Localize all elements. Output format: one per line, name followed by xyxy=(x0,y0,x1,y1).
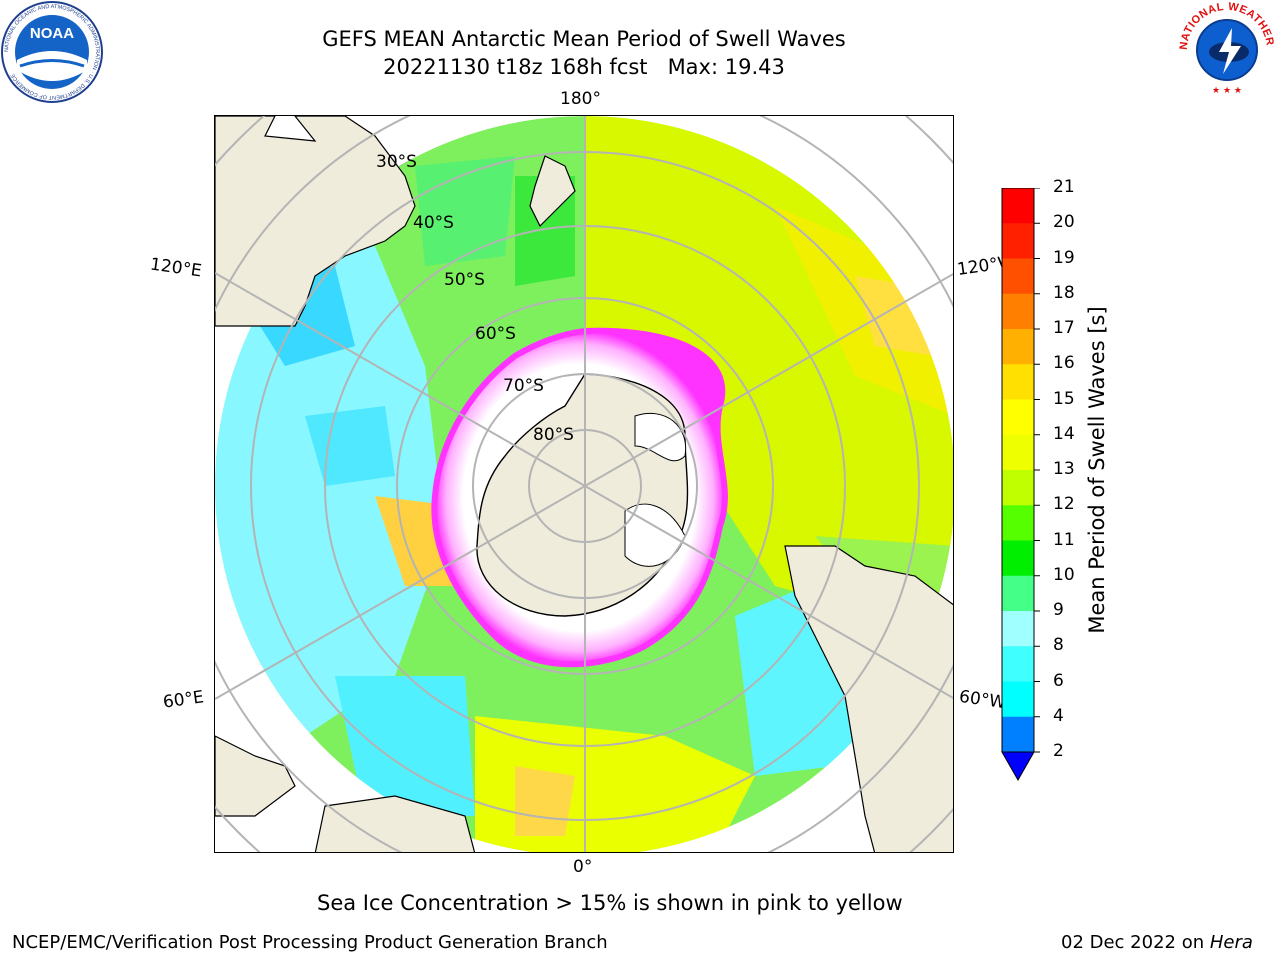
colorbar-band xyxy=(1002,258,1034,295)
colorbar-tick-label: 8 xyxy=(1053,635,1064,656)
indian-ocean-region xyxy=(215,246,445,816)
colorbar-tick-label: 6 xyxy=(1053,670,1064,691)
generation-date: 02 Dec 2022 on Hera xyxy=(1061,932,1253,953)
colorbar-tick-label: 10 xyxy=(1053,564,1075,585)
sea-ice-note: Sea Ice Concentration > 15% is shown in … xyxy=(317,891,903,915)
colorbar-extend-min xyxy=(1001,751,1035,782)
colorbar-band xyxy=(1002,575,1034,612)
colorbar-tick-label: 18 xyxy=(1053,282,1075,303)
colorbar-tick-label: 17 xyxy=(1053,318,1075,338)
colorbar-tick-label: 16 xyxy=(1053,353,1075,374)
lon-label-60e: 60°E xyxy=(161,687,206,713)
colorbar-tick-label: 15 xyxy=(1053,388,1075,409)
lat-label-70s: 70°S xyxy=(503,376,544,396)
lat-label-30s: 30°S xyxy=(376,152,417,172)
generation-date-text: 02 Dec 2022 on xyxy=(1061,932,1210,953)
colorbar-tick-label: 12 xyxy=(1053,494,1075,515)
lon-label-120e: 120°E xyxy=(148,254,203,282)
madagascar-area xyxy=(215,735,296,817)
south-africa-land xyxy=(314,795,476,852)
lon-label-180: 180° xyxy=(560,89,601,109)
colorbar-tick-label: 20 xyxy=(1053,212,1075,233)
colorbar-band xyxy=(1002,470,1034,506)
colorbar-title: Mean Period of Swell Waves [s] xyxy=(1085,306,1109,634)
colorbar-tick-label: 13 xyxy=(1053,459,1075,479)
lat-label-80s: 80°S xyxy=(533,425,574,445)
colorbar-band xyxy=(1002,434,1034,471)
colorbar-tick-label: 2 xyxy=(1053,741,1064,761)
noaa-logo: NOAA NATIONAL OCEANIC AND ATMOSPHERIC AD… xyxy=(0,0,104,104)
australia-land xyxy=(215,116,416,327)
colorbar-band xyxy=(1002,505,1034,541)
colorbar-band xyxy=(1002,646,1034,682)
colorbar-band xyxy=(1002,611,1034,647)
colorbar-tick-label: 14 xyxy=(1053,423,1075,444)
chart-subtitle: 20221130 t18z 168h fcst Max: 19.43 xyxy=(383,55,785,79)
colorbar xyxy=(1001,188,1040,782)
colorbar-tick-label: 19 xyxy=(1053,247,1075,268)
lat-label-50s: 50°S xyxy=(444,270,485,290)
colorbar-tick-label: 11 xyxy=(1053,529,1075,550)
colorbar-band xyxy=(1002,364,1034,400)
south-america-land xyxy=(784,545,953,852)
nws-logo: NATIONAL WEATHER SERVICE ★ ★ ★ xyxy=(1173,0,1277,100)
colorbar-band xyxy=(1002,188,1034,224)
svg-text:★ ★ ★: ★ ★ ★ xyxy=(1212,86,1242,96)
colorbar-band xyxy=(1002,399,1034,436)
graticule xyxy=(215,116,953,852)
lon-label-0: 0° xyxy=(573,857,593,877)
producer-credit: NCEP/EMC/Verification Post Processing Pr… xyxy=(12,932,608,953)
colorbar-tick-label: 21 xyxy=(1053,177,1075,197)
colorbar-tick-label: 4 xyxy=(1053,705,1064,726)
chart-title: GEFS MEAN Antarctic Mean Period of Swell… xyxy=(322,27,846,51)
lat-label-40s: 40°S xyxy=(413,213,454,233)
svg-text:NOAA: NOAA xyxy=(30,25,74,42)
colorbar-band xyxy=(1002,681,1034,718)
colorbar-band xyxy=(1002,223,1034,259)
colorbar-tick-label: 9 xyxy=(1053,600,1064,620)
colorbar-band xyxy=(1002,716,1034,753)
lat-label-60s: 60°S xyxy=(475,324,516,344)
new-zealand xyxy=(529,155,576,228)
colorbar-band xyxy=(1002,293,1034,330)
polar-map xyxy=(214,115,954,853)
colorbar-band xyxy=(1002,329,1034,365)
colorbar-band xyxy=(1002,540,1034,577)
system-name: Hera xyxy=(1209,932,1253,953)
